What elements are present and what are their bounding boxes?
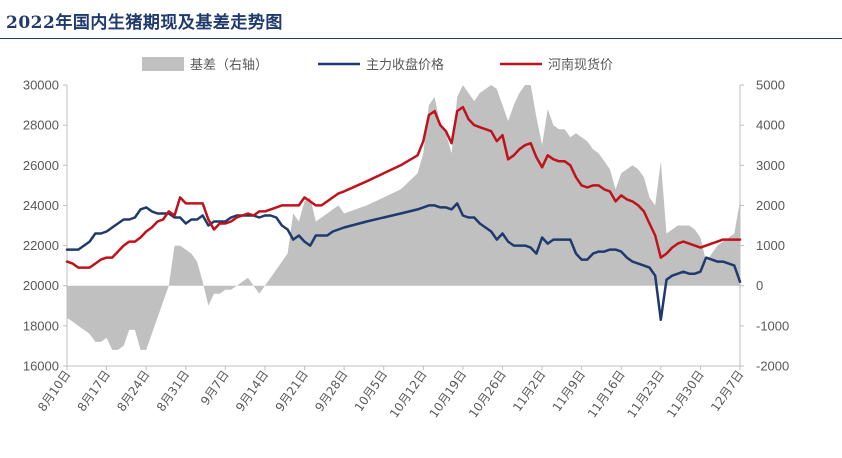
x-axis-tick-label: 8月10日 <box>35 368 73 414</box>
x-axis-tick-label: 9月7日 <box>198 368 232 408</box>
right-axis-tick-label: -1000 <box>756 318 789 333</box>
left-axis-tick-label: 16000 <box>23 359 59 374</box>
right-axis-tick-label: 5000 <box>756 78 785 93</box>
x-axis-tick-label: 10月19日 <box>427 368 470 421</box>
legend-label-futures: 主力收盘价格 <box>366 57 444 73</box>
left-axis-tick-label: 22000 <box>23 238 59 253</box>
x-axis-tick-label: 11月23日 <box>625 368 668 421</box>
x-axis-tick-label: 10月26日 <box>466 368 509 421</box>
x-axis-tick-label: 8月24日 <box>114 368 152 414</box>
x-axis-tick-label: 11月30日 <box>664 368 707 421</box>
right-axis-tick-label: 3000 <box>756 158 785 173</box>
left-axis-tick-label: 30000 <box>23 78 59 93</box>
x-axis-tick-label: 8月17日 <box>75 368 113 414</box>
x-axis-tick-label: 11月2日 <box>510 368 548 414</box>
left-axis-tick-label: 28000 <box>23 118 59 133</box>
x-axis-tick-label: 8月31日 <box>154 368 192 414</box>
x-axis-tick-label: 10月12日 <box>387 368 430 421</box>
basis-area-series <box>67 85 740 350</box>
right-axis-tick-label: 2000 <box>756 198 785 213</box>
legend-swatch-basis <box>142 57 184 71</box>
right-axis-tick-label: -2000 <box>756 359 789 374</box>
left-axis-tick-label: 18000 <box>23 318 59 333</box>
legend-label-spot: 河南现货价 <box>548 57 613 73</box>
x-axis-tick-label: 11月16日 <box>585 368 628 421</box>
chart-title: 2022年国内生猪期现及基差走势图 <box>6 13 283 33</box>
plot-area: 1600018000200002200024000260002800030000… <box>23 78 789 421</box>
right-axis-tick-label: 0 <box>756 278 763 293</box>
title-underline <box>0 38 842 39</box>
left-axis-tick-label: 20000 <box>23 278 59 293</box>
right-axis-tick-label: 4000 <box>756 118 785 133</box>
x-axis-tick-label: 10月5日 <box>352 368 390 414</box>
x-axis-tick-label: 11月9日 <box>550 368 588 414</box>
left-axis-tick-label: 24000 <box>23 198 59 213</box>
x-axis-tick-label: 9月21日 <box>273 368 311 414</box>
x-axis-tick-label: 9月28日 <box>312 368 350 414</box>
legend: 基差（右轴） 主力收盘价格 河南现货价 <box>142 57 613 73</box>
x-axis-tick-label: 12月7日 <box>708 368 746 414</box>
legend-label-basis: 基差（右轴） <box>190 58 268 73</box>
futures-close-line-series <box>65 202 742 322</box>
left-axis-tick-label: 26000 <box>23 158 59 173</box>
henan-spot-line-series <box>65 105 742 269</box>
x-axis-tick-label: 9月14日 <box>233 368 271 414</box>
right-axis-tick-label: 1000 <box>756 238 785 253</box>
